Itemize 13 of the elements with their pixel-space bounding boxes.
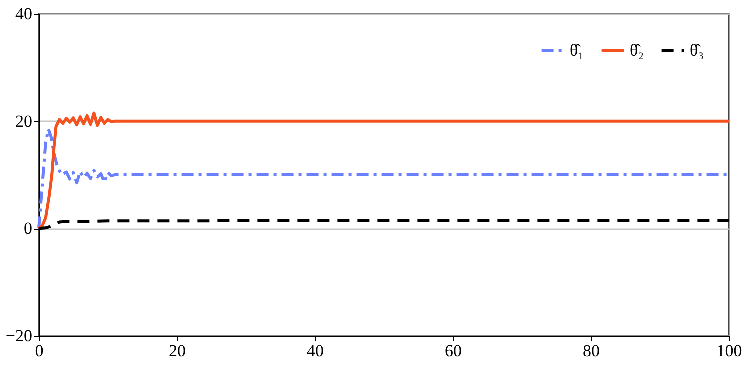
legend-label: θ̂₁ <box>570 41 584 60</box>
legend-label: θ̂₂ <box>630 41 644 60</box>
x-tick-label: 100 <box>716 342 742 360</box>
y-tick-label: 40 <box>16 4 32 24</box>
legend-label: θ̂₃ <box>690 41 704 60</box>
x-tick-label: 80 <box>583 342 600 360</box>
y-tick-label: 20 <box>16 112 32 131</box>
y-tick-label: −20 <box>6 326 32 346</box>
x-tick-label: 20 <box>169 342 186 360</box>
x-tick-label: 60 <box>445 342 462 360</box>
y-tick-label: 0 <box>24 219 32 238</box>
x-tick-label: 0 <box>35 342 44 360</box>
x-tick-label: 40 <box>307 342 324 360</box>
